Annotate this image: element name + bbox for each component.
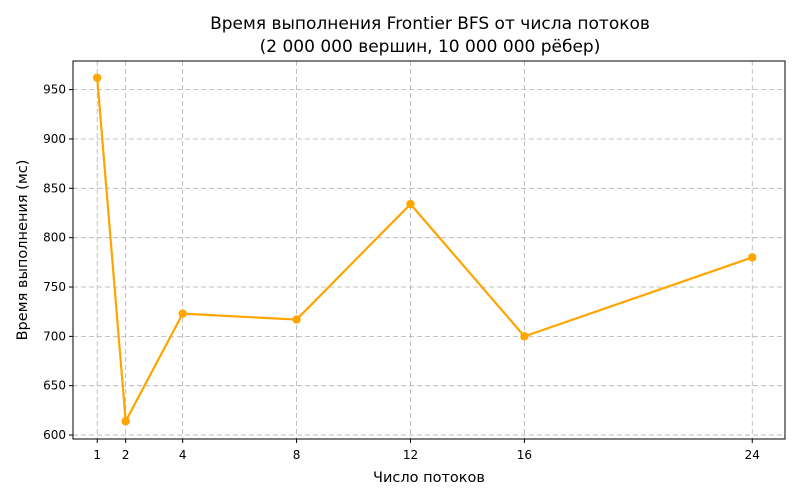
y-tick-label: 700 — [43, 329, 66, 343]
x-tick-label: 24 — [745, 448, 760, 462]
x-tick-label: 1 — [93, 448, 101, 462]
data-point — [121, 417, 130, 426]
x-axis-label: Число потоков — [373, 470, 485, 486]
data-point — [406, 199, 415, 209]
x-tick-label: 16 — [517, 448, 532, 462]
y-tick-label: 750 — [43, 280, 66, 294]
x-tick-label: 8 — [293, 448, 301, 462]
y-tick-label: 800 — [43, 231, 66, 245]
grid — [73, 61, 785, 439]
y-tick-label: 650 — [43, 379, 66, 393]
data-point — [178, 309, 187, 318]
x-tick-label: 12 — [403, 448, 418, 462]
y-tick-label: 850 — [43, 181, 66, 195]
x-tick-label: 2 — [122, 448, 130, 462]
y-tick-label: 600 — [43, 428, 66, 442]
series-layer — [93, 73, 757, 426]
y-tick-label: 900 — [43, 132, 66, 146]
chart-title: Время выполнения Frontier BFS от числа п… — [210, 14, 650, 34]
data-point — [748, 253, 757, 262]
y-axis-label: Время выполнения (мс) — [15, 160, 31, 341]
data-point — [93, 73, 102, 82]
data-point — [292, 315, 301, 324]
data-point — [520, 332, 529, 341]
chart-subtitle: (2 000 000 вершин, 10 000 000 рёбер) — [260, 37, 601, 57]
y-tick-label: 950 — [43, 83, 66, 97]
series-line — [96, 77, 753, 423]
plot-area — [72, 60, 786, 440]
x-tick-label: 4 — [179, 448, 187, 462]
